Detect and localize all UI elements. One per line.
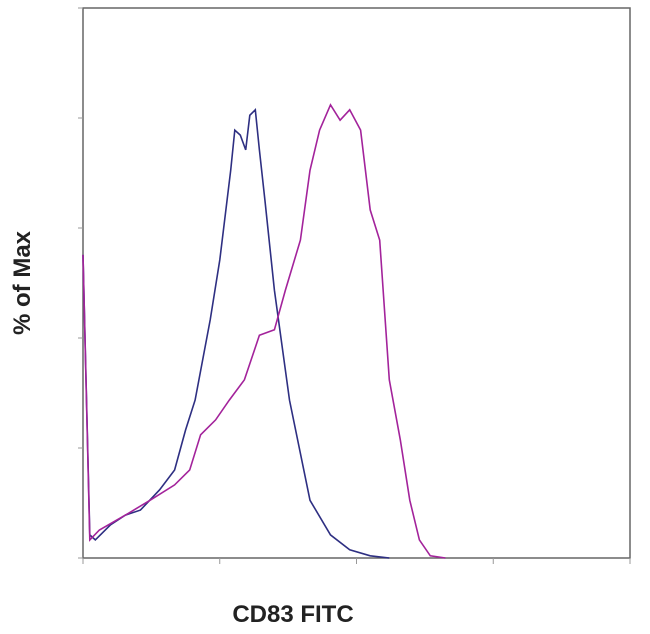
histogram-line bbox=[82, 103, 446, 559]
y-axis-label: % of Max bbox=[9, 230, 36, 335]
histogram-line bbox=[82, 108, 390, 559]
plot-frame bbox=[82, 7, 631, 559]
x-axis-label: CD83 FITC bbox=[232, 601, 353, 628]
